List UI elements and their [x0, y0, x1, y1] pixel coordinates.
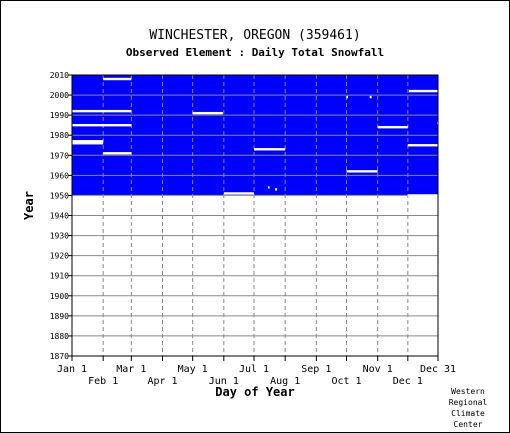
x-tick-label: Aug 1: [270, 376, 300, 387]
y-tick-label: 2010: [50, 71, 69, 80]
missing-segment: [103, 152, 132, 155]
y-tick-label: 2000: [50, 91, 69, 100]
y-tick-label: 1870: [50, 352, 69, 361]
chart-title: WINCHESTER, OREGON (359461): [149, 28, 360, 43]
missing-segment: [275, 188, 278, 191]
missing-segment: [407, 144, 440, 147]
missing-segment: [369, 95, 372, 99]
missing-segment: [408, 89, 440, 93]
y-tick-label: 1900: [50, 292, 69, 301]
x-tick-label: Oct 1: [331, 376, 361, 387]
credit-line: Climate: [451, 409, 485, 418]
x-axis-label: Day of Year: [215, 385, 294, 399]
y-axis-label: Year: [22, 191, 36, 220]
missing-segment: [346, 170, 378, 173]
y-tick-label: 1960: [50, 171, 69, 180]
missing-segment: [377, 125, 408, 129]
y-tick-label: 1920: [50, 252, 69, 261]
y-tick-label: 1990: [50, 111, 69, 120]
y-tick-label: 1970: [50, 151, 69, 160]
chart-subtitle: Observed Element : Daily Total Snowfall: [126, 46, 384, 59]
missing-segment: [192, 111, 223, 115]
missing-segment: [346, 95, 348, 99]
missing-segment: [72, 142, 104, 145]
x-tick-label: Apr 1: [147, 376, 177, 387]
credit-line: Center: [453, 420, 483, 429]
x-tick-label: Jul 1: [239, 364, 269, 375]
x-tick-label: Dec 31: [420, 364, 456, 375]
y-tick-label: 1880: [50, 332, 69, 341]
x-tick-label: Feb 1: [88, 376, 118, 387]
x-tick-label: Jan 1: [57, 364, 87, 375]
y-tick-label: 1890: [50, 312, 69, 321]
missing-segment: [72, 109, 132, 113]
x-tick-label: Mar 1: [116, 364, 146, 375]
y-tick-label: 1930: [50, 232, 69, 241]
x-tick-label: Sep 1: [301, 364, 331, 375]
credit-block: Western Regional Climate Center: [443, 386, 493, 430]
credit-line: Regional: [448, 398, 488, 407]
x-tick-label: Jun 1: [209, 376, 239, 387]
missing-segment: [103, 77, 132, 81]
y-tick-label: 1940: [50, 212, 69, 221]
credit-line: Western: [451, 387, 485, 396]
x-tick-label: May 1: [178, 364, 208, 375]
missing-segment: [72, 140, 104, 143]
missing-segment: [223, 192, 254, 195]
y-tick-label: 1950: [50, 191, 69, 200]
missing-segment: [253, 148, 286, 151]
x-tick-label: Nov 1: [363, 364, 393, 375]
x-tick-label: Dec 1: [393, 376, 423, 387]
y-tick-label: 1980: [50, 131, 69, 140]
y-tick-label: 1910: [50, 272, 69, 281]
missing-segment: [407, 194, 440, 197]
missing-segment: [268, 186, 270, 189]
missing-segment: [72, 123, 132, 127]
